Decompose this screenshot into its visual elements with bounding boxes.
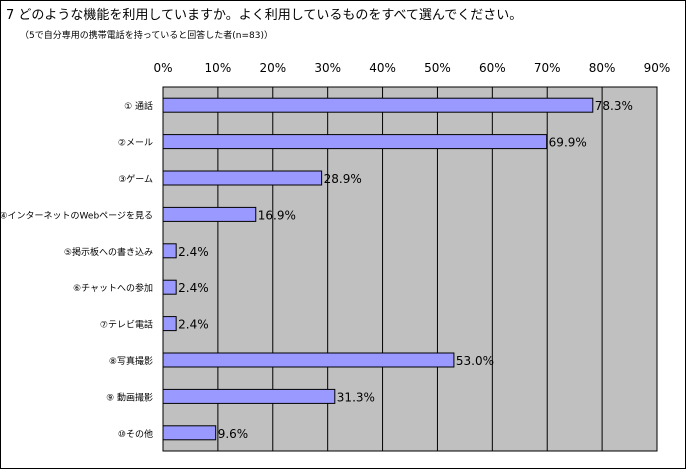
x-tick-label: 70% bbox=[534, 61, 561, 75]
data-label: 16.9% bbox=[258, 208, 296, 222]
category-label: ⑧写真撮影 bbox=[109, 355, 153, 367]
chart-question-title: 7 どのような機能を利用していますか。よく利用しているものをすべて選んでください… bbox=[6, 8, 523, 23]
bar bbox=[162, 352, 455, 368]
x-tick-label: 30% bbox=[314, 61, 341, 75]
bar bbox=[162, 316, 177, 332]
data-label: 69.9% bbox=[549, 136, 587, 150]
x-tick-label: 90% bbox=[644, 61, 671, 75]
bar bbox=[162, 243, 177, 259]
category-label: ⑦テレビ電話 bbox=[100, 319, 153, 331]
x-tick-label: 80% bbox=[589, 61, 616, 75]
x-tick-label: 20% bbox=[259, 61, 286, 75]
category-label: ②メール bbox=[118, 139, 153, 149]
data-label: 31.3% bbox=[337, 390, 375, 404]
bar bbox=[162, 425, 217, 441]
bar bbox=[162, 206, 257, 222]
data-label: 2.4% bbox=[178, 318, 209, 332]
bar bbox=[162, 134, 548, 150]
data-label: 2.4% bbox=[178, 281, 209, 295]
x-tick-label: 0% bbox=[153, 61, 172, 75]
data-label: 2.4% bbox=[178, 245, 209, 259]
x-tick-label: 50% bbox=[424, 61, 451, 75]
data-label: 28.9% bbox=[324, 172, 362, 186]
bar bbox=[162, 279, 177, 295]
data-label: 9.6% bbox=[218, 427, 249, 441]
category-label: ⑨ 動画撮影 bbox=[106, 391, 153, 403]
category-label: ③ゲーム bbox=[118, 173, 153, 185]
data-label: 53.0% bbox=[456, 354, 494, 368]
data-label: 78.3% bbox=[595, 99, 633, 113]
category-label: ④インターネットのWebページを見る bbox=[0, 210, 153, 221]
bar bbox=[162, 170, 323, 186]
category-label: ⑥チャットへの参加 bbox=[73, 282, 153, 294]
bar bbox=[162, 388, 336, 404]
chart-question-subtitle: （5で自分専用の携帯電話を持っていると回答した者(n=83)） bbox=[20, 31, 273, 41]
x-tick-label: 60% bbox=[479, 61, 506, 75]
x-tick-label: 40% bbox=[369, 61, 396, 75]
category-label: ⑤掲示板への書き込み bbox=[64, 246, 153, 258]
x-tick-label: 10% bbox=[205, 61, 232, 75]
category-label: ① 通話 bbox=[124, 100, 153, 112]
category-label: ⑩その他 bbox=[118, 428, 153, 440]
bar bbox=[162, 97, 594, 113]
